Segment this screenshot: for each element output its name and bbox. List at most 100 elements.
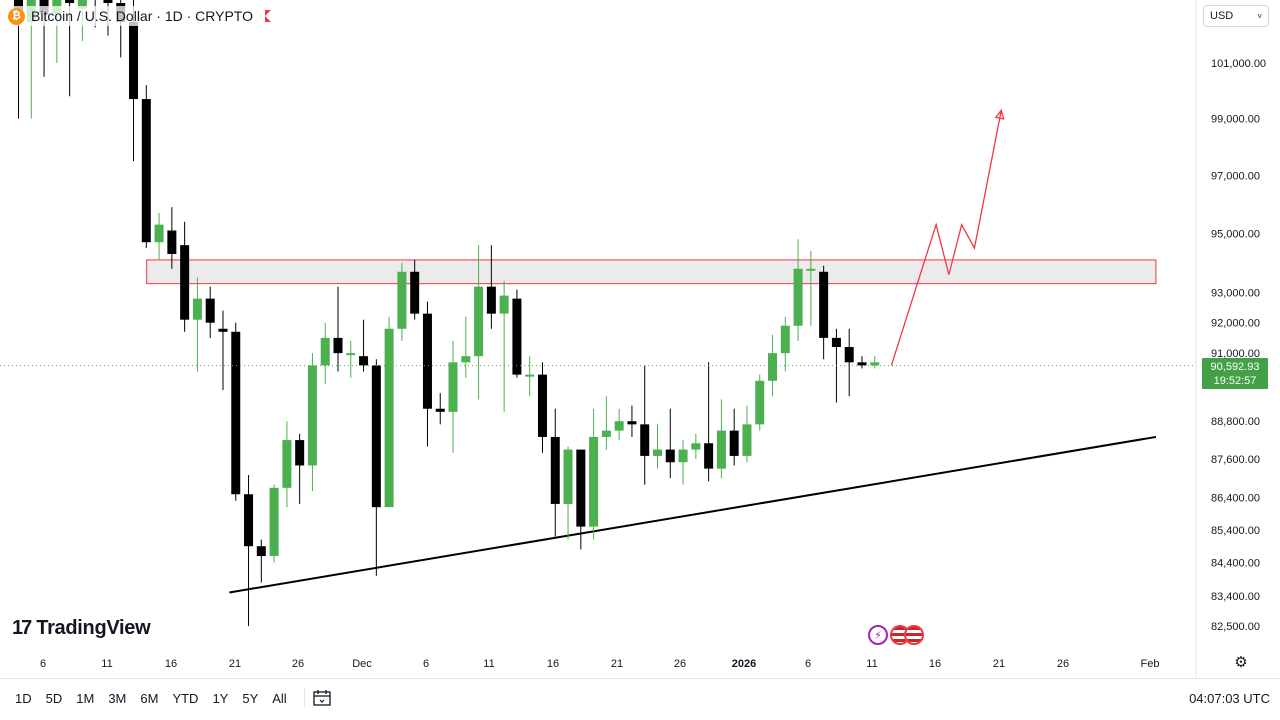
candle-30[interactable] <box>397 262 407 341</box>
candle-body <box>755 380 765 425</box>
candle-17[interactable] <box>231 322 241 501</box>
x-tick-label: 26 <box>674 658 686 670</box>
chevron-down-icon: ˅ <box>1257 11 1262 21</box>
candle-56[interactable] <box>729 408 739 466</box>
candle-57[interactable] <box>742 405 752 463</box>
ascending-trendline[interactable] <box>229 435 1157 594</box>
candle-62[interactable] <box>806 251 816 326</box>
candle-54[interactable] <box>704 362 714 482</box>
candle-41[interactable] <box>537 362 547 453</box>
range-1m[interactable]: 1M <box>76 690 95 706</box>
range-1d[interactable]: 1D <box>15 690 32 706</box>
candle-39[interactable] <box>512 289 522 378</box>
candle-body <box>384 328 394 508</box>
candle-50[interactable] <box>653 424 662 469</box>
range-ytd[interactable]: YTD <box>172 690 199 706</box>
candle-33[interactable] <box>435 393 445 425</box>
candle-body <box>640 424 650 456</box>
candle-37[interactable] <box>486 245 496 329</box>
candle-48[interactable] <box>627 405 637 437</box>
candle-22[interactable] <box>295 433 305 504</box>
candle-body <box>857 362 867 366</box>
candle-body <box>103 0 113 4</box>
lightning-event-icon[interactable]: ⚡ <box>868 625 888 645</box>
candle-52[interactable] <box>678 440 688 485</box>
candle-26[interactable] <box>346 340 356 378</box>
candle-47[interactable] <box>614 408 624 441</box>
resistance-zone[interactable] <box>146 259 1157 285</box>
candle-15[interactable] <box>205 286 215 338</box>
candle-body <box>729 430 739 456</box>
candle-body <box>141 99 151 243</box>
candle-42[interactable] <box>550 408 560 537</box>
event-icons[interactable]: ⚡ <box>868 625 924 645</box>
candle-19[interactable] <box>256 539 266 583</box>
currency-select[interactable]: USD ˅ <box>1203 5 1269 27</box>
candle-45[interactable] <box>589 408 599 540</box>
candle-21[interactable] <box>282 421 292 508</box>
range-1y[interactable]: 1Y <box>212 690 229 706</box>
us-flag-event-icon-2[interactable] <box>904 625 924 645</box>
candle-18[interactable] <box>244 475 254 626</box>
candle-27[interactable] <box>359 319 369 372</box>
price-axis[interactable]: 101,000.00 99,000.00 97,000.00 95,000.00 93,… <box>1211 58 1266 633</box>
candle-10[interactable] <box>141 85 151 249</box>
candle-body <box>231 331 241 495</box>
projection-path[interactable] <box>890 110 1002 366</box>
candle-12[interactable] <box>167 207 177 269</box>
flag-icon[interactable] <box>264 10 271 22</box>
candle-40[interactable] <box>525 356 535 397</box>
candle-67[interactable] <box>870 356 880 369</box>
candle-body <box>346 353 356 356</box>
candle-24[interactable] <box>320 322 330 384</box>
candle-55[interactable] <box>716 399 726 479</box>
range-3m[interactable]: 3M <box>108 690 127 706</box>
last-price-value: 90,592.93 <box>1210 361 1260 373</box>
candle-43[interactable] <box>563 446 573 540</box>
utc-clock[interactable]: 04:07:03 UTC <box>1189 690 1270 706</box>
time-axis[interactable]: 6 11 16 21 26 Dec 6 11 16 21 26 2026 6 11 16 21 26 Feb <box>40 658 1160 670</box>
candle-25[interactable] <box>333 286 343 372</box>
candle-49[interactable] <box>640 365 650 485</box>
candle-31[interactable] <box>410 259 420 320</box>
symbol-header[interactable]: ₿ Bitcoin / U.S. Dollar · 1D · CRYPTO <box>8 6 275 26</box>
candle-29[interactable] <box>384 316 394 508</box>
candle-46[interactable] <box>601 396 611 450</box>
candle-16[interactable] <box>218 310 228 391</box>
range-5y[interactable]: 5Y <box>242 690 259 706</box>
candle-44[interactable] <box>576 449 586 550</box>
range-all[interactable]: All <box>272 690 287 706</box>
candle-13[interactable] <box>180 221 190 332</box>
candle-34[interactable] <box>448 340 458 453</box>
candle-36[interactable] <box>474 245 484 400</box>
candle-65[interactable] <box>844 328 854 397</box>
tradingview-logo[interactable]: 17 TradingView <box>12 617 151 640</box>
candle-body <box>601 430 611 437</box>
candle-body <box>614 421 624 431</box>
candle-28[interactable] <box>371 359 381 576</box>
tradingview-logo-icon: 17 <box>12 617 32 639</box>
candle-63[interactable] <box>819 265 829 360</box>
candle-20[interactable] <box>269 484 279 563</box>
candle-14[interactable] <box>192 277 202 372</box>
x-tick-label: 21 <box>229 658 241 670</box>
range-5d[interactable]: 5D <box>45 690 63 706</box>
candle-61[interactable] <box>793 239 803 341</box>
candle-35[interactable] <box>461 316 471 378</box>
candle-60[interactable] <box>780 316 790 372</box>
candle-58[interactable] <box>755 374 765 431</box>
candle-23[interactable] <box>307 353 317 492</box>
range-6m[interactable]: 6M <box>140 690 159 706</box>
gear-icon[interactable]: ⚙ <box>1234 654 1248 671</box>
candle-11[interactable] <box>154 212 164 260</box>
candle-38[interactable] <box>499 280 509 412</box>
candle-53[interactable] <box>691 433 701 460</box>
y-tick-label: 86,400.00 <box>1211 492 1260 504</box>
candle-32[interactable] <box>422 301 432 447</box>
candle-66[interactable] <box>857 356 867 369</box>
candle-body <box>806 268 816 271</box>
calendar-range-icon[interactable] <box>313 690 331 706</box>
symbol-title[interactable]: Bitcoin / U.S. Dollar · 1D · CRYPTO <box>31 8 253 24</box>
candle-51[interactable] <box>665 408 675 479</box>
